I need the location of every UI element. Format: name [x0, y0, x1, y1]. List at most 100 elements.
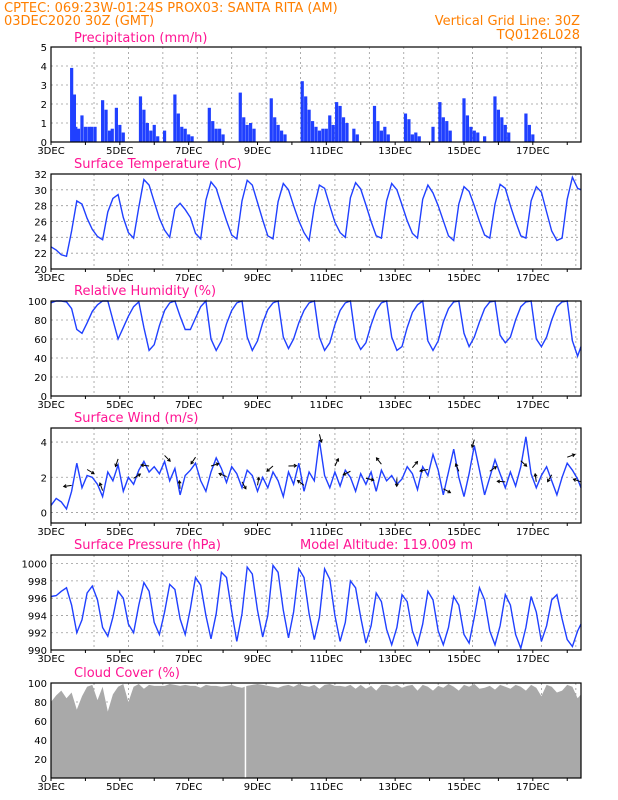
precip-bar [372, 105, 377, 142]
wind-direction-arrow [365, 477, 374, 481]
temp-xtick-label: 7DEC [175, 273, 202, 284]
precip-bar [441, 117, 445, 142]
cloud-xtick-label: 17DEC [516, 782, 550, 793]
wind-arrow-head [318, 439, 323, 444]
wind-arrow-head [167, 458, 171, 462]
precip-xtick-label: 13DEC [378, 146, 412, 157]
pressure-ytick-label: 996 [28, 594, 47, 605]
wind-arrow-head [140, 463, 145, 468]
precip-bar [503, 124, 507, 142]
precip-bar [310, 121, 315, 142]
wind-xtick-label: 17DEC [516, 527, 550, 538]
wind-series-line [50, 436, 582, 511]
wind-direction-arrow [178, 480, 181, 489]
pressure-series-line [50, 563, 582, 651]
precip-bar [107, 130, 112, 142]
wind-direction-arrow [133, 473, 141, 479]
cloud-ytick-label: 20 [34, 755, 47, 766]
wind-arrow-head [571, 453, 576, 458]
precip-bar [74, 126, 78, 142]
precip-bar [438, 102, 442, 142]
rh-xtick-label: 15DEC [447, 400, 481, 411]
precip-ytick-label: 3 [41, 81, 47, 92]
wind-direction-arrow [297, 480, 305, 486]
precip-bar [142, 109, 146, 142]
rh-xtick-label: 7DEC [175, 400, 202, 411]
precip-bar [214, 128, 218, 142]
precip-bar [211, 121, 215, 142]
precip-bar [445, 121, 449, 142]
wind-direction-arrow [318, 434, 322, 443]
precip-bar [314, 126, 318, 142]
precip-bar [307, 109, 311, 142]
wind-xtick-label: 11DEC [309, 527, 343, 538]
precip-bar [524, 113, 528, 142]
precip-bar [472, 130, 476, 142]
precip-bar [101, 100, 105, 142]
precip-bar [431, 126, 435, 142]
pressure-ytick-label: 992 [28, 629, 47, 640]
precip-bar [386, 134, 390, 142]
precip-bar [403, 113, 408, 142]
wind-direction-arrow [497, 480, 506, 483]
cloud-xtick-label: 9DEC [244, 782, 271, 793]
precip-panel: Precipitation (mm/h) 0 1 2 3 4 5 3DEC 5DEC 7DEC 9D… [37, 31, 582, 157]
precip-bar [114, 107, 118, 142]
precip-bar [462, 98, 466, 142]
wind-direction-arrow [218, 473, 227, 478]
rh-xtick-label: 9DEC [244, 400, 271, 411]
wind-xtick-label: 5DEC [106, 527, 133, 538]
wind-arrow-head [419, 468, 423, 473]
cloud-ytick-label: 0 [41, 774, 47, 785]
wind-direction-arrow [266, 465, 274, 472]
wind-arrow-head [296, 479, 301, 484]
precip-xtick-label: 3DEC [37, 146, 64, 157]
precip-bar [335, 102, 339, 142]
wind-xtick-label: 7DEC [175, 527, 202, 538]
wind-arrow-head [62, 484, 67, 489]
temp-frame [50, 173, 582, 270]
wind-direction-arrow [376, 457, 382, 465]
rh-series-line [50, 299, 582, 359]
temp-series-line [50, 175, 582, 258]
temp-ytick-label: 32 [34, 170, 47, 181]
precip-bar [496, 109, 501, 142]
precip-bar [183, 128, 187, 142]
wind-direction-arrow [534, 473, 537, 482]
header-model-id: TQ0126L028 [496, 28, 580, 43]
precip-bar [355, 134, 359, 142]
pressure-ytick-label: 1000 [22, 560, 47, 571]
precip-ytick-label: 5 [41, 43, 47, 54]
precip-bar [448, 130, 452, 142]
precip-bar [493, 96, 497, 142]
precip-bar [218, 128, 222, 142]
wind-direction-arrow [443, 488, 451, 494]
temp-xtick-label: 15DEC [447, 273, 481, 284]
precip-xtick-label: 9DEC [244, 146, 271, 157]
wind-direction-arrow [567, 453, 575, 458]
wind-xtick-label: 15DEC [447, 527, 481, 538]
rh-xtick-label: 17DEC [516, 400, 550, 411]
wind-arrow-head [137, 473, 142, 477]
precip-bar [152, 124, 156, 142]
wind-direction-arrow [334, 458, 339, 467]
rh-xtick-label: 5DEC [106, 400, 133, 411]
wind-direction-arrow [547, 474, 553, 482]
precip-bar [76, 128, 81, 142]
precip-bar [207, 107, 211, 142]
precip-xtick-label: 7DEC [175, 146, 202, 157]
header-location: CPTEC: 069:23W-01:24S PROX03: SANTA RITA… [4, 1, 338, 16]
pressure-xtick-label: 15DEC [447, 654, 481, 665]
wind-direction-arrow [63, 484, 72, 487]
precip-bar [352, 128, 356, 142]
wind-arrow-head [342, 471, 347, 476]
wind-xtick-label: 13DEC [378, 527, 412, 538]
wind-ytick-label: 4 [41, 438, 47, 449]
header-grid-note: Vertical Grid Line: 30Z [435, 14, 580, 29]
precip-bar [321, 128, 325, 142]
precip-bar [118, 124, 122, 142]
precip-bar [70, 67, 74, 142]
rh-xtick-label: 13DEC [378, 400, 412, 411]
precip-bar [162, 130, 167, 142]
